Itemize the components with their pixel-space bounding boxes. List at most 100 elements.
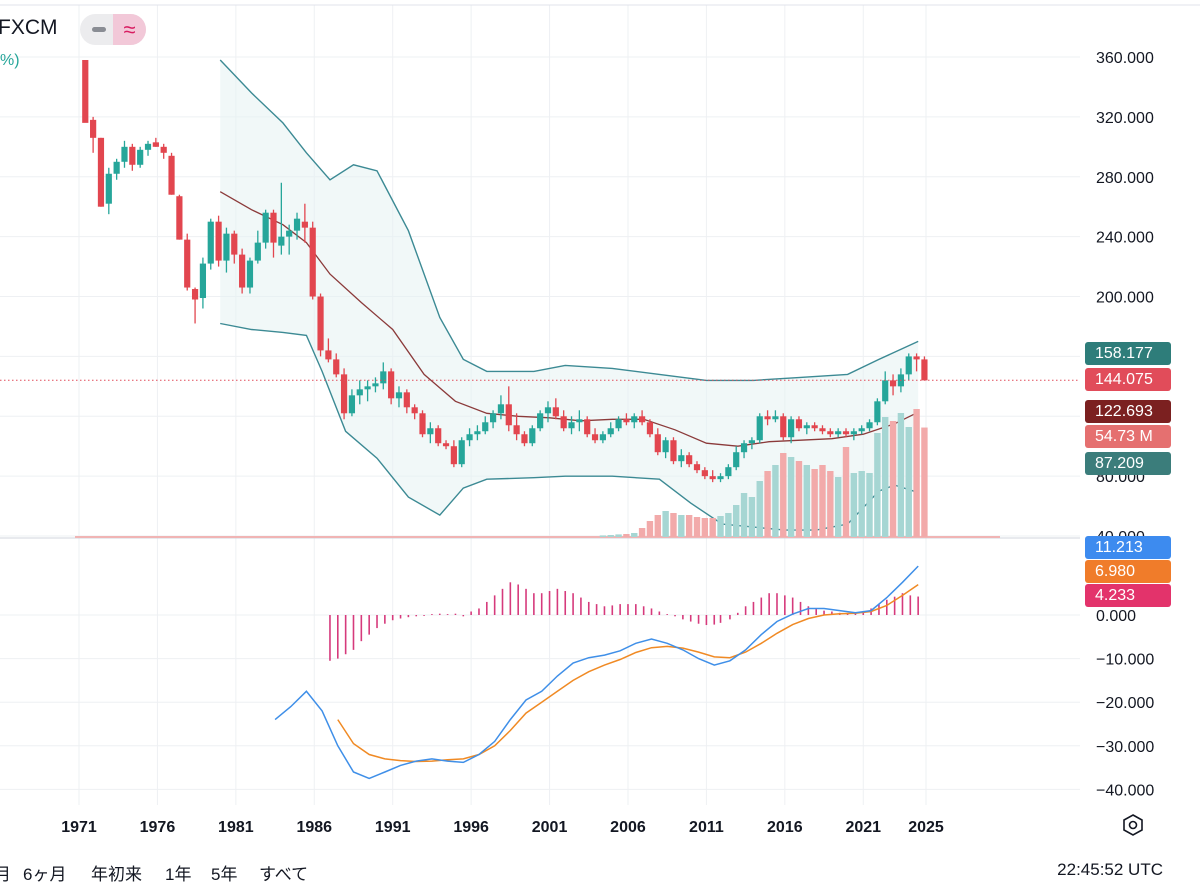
candle-body — [913, 356, 920, 360]
volume-bar — [780, 453, 787, 537]
candle-body — [270, 212, 277, 243]
volume-bar — [850, 473, 858, 537]
x-tick-label: 2011 — [689, 819, 724, 836]
indicator-label: %) — [0, 52, 20, 69]
volume-bar — [670, 513, 677, 537]
candle-body — [874, 401, 881, 423]
candle-body — [152, 142, 159, 147]
candle-body — [842, 431, 850, 435]
candle-body — [599, 434, 606, 441]
gear-icon[interactable] — [1122, 814, 1144, 836]
timeframe-1y[interactable]: 1年 — [165, 865, 192, 884]
volume-bar — [787, 457, 795, 537]
y-tick-label: 280.000 — [1096, 170, 1154, 187]
x-tick-label: 1981 — [218, 819, 254, 836]
candle-body — [231, 233, 238, 255]
candle-body — [137, 149, 144, 165]
volume-bar — [638, 528, 646, 537]
volume-bars — [75, 409, 1000, 538]
candle-body — [293, 218, 301, 231]
candle-body — [215, 221, 222, 261]
macd-line — [274, 565, 919, 780]
candle-body — [121, 146, 128, 162]
candle-body — [129, 146, 136, 165]
timeframe-month[interactable]: 月 — [0, 865, 11, 884]
candle-body — [450, 446, 457, 465]
x-tick-label: 1971 — [61, 819, 97, 836]
candle-body — [466, 434, 473, 441]
candle-body — [388, 371, 395, 399]
candle-body — [552, 407, 559, 417]
candle-body — [489, 413, 497, 423]
volume-bar — [615, 534, 622, 537]
volume-bar — [725, 513, 732, 537]
candle-body — [701, 470, 708, 477]
candle-body — [317, 296, 324, 351]
candle-body — [623, 419, 630, 423]
macd-y-tick-label: −10.000 — [1096, 652, 1154, 669]
candle-body — [866, 422, 873, 429]
candle-body — [395, 392, 403, 399]
candle-body — [638, 416, 646, 423]
x-tick-label: 1991 — [375, 819, 411, 836]
macd-pane — [274, 565, 919, 780]
x-tick-label: 1986 — [296, 819, 332, 836]
macd-signal-line — [337, 583, 919, 763]
utc-clock: 22:45:52 UTC — [1057, 860, 1163, 879]
volume-bar — [709, 518, 716, 537]
timeframe-6m[interactable]: 6ヶ月 — [23, 865, 67, 884]
candle-body — [497, 404, 505, 414]
candle-body — [90, 119, 97, 138]
volume-bar — [740, 493, 748, 537]
timeframe-5y[interactable]: 5年 — [211, 865, 238, 884]
bollinger-upper — [219, 59, 919, 382]
candle-body — [254, 242, 261, 261]
wave-icon[interactable]: ≈ — [113, 14, 146, 45]
candle-body — [199, 263, 207, 299]
candle-body — [474, 431, 481, 435]
candle-body — [835, 431, 842, 435]
candle-body — [505, 404, 512, 426]
candle-body — [772, 416, 779, 420]
candle-body — [576, 419, 583, 423]
candle-body — [725, 467, 732, 477]
timeframe-ytd[interactable]: 年初来 — [91, 865, 142, 884]
volume-bar — [654, 515, 661, 537]
volume-bar — [772, 465, 779, 537]
volume-bar — [623, 534, 630, 537]
candle-body — [858, 428, 865, 432]
bollinger-fill — [220, 60, 919, 531]
candle-body — [301, 221, 308, 228]
timeframe-all[interactable]: すべて — [259, 865, 309, 884]
chart-mode-toggle[interactable]: ≈ — [80, 14, 146, 45]
candle-body — [905, 356, 912, 375]
candle-body — [380, 371, 387, 384]
volume-bar — [921, 427, 928, 537]
candle-body — [803, 425, 810, 429]
candle-body — [756, 416, 763, 441]
candle-body — [654, 434, 661, 453]
candle-body — [419, 413, 426, 435]
x-tick-label: 1976 — [140, 819, 176, 836]
candle-body — [921, 359, 928, 381]
volume-bar — [795, 461, 803, 537]
volume-bar — [905, 427, 912, 537]
volume-bar — [882, 417, 889, 537]
volume-bar — [717, 516, 724, 537]
candle-body — [693, 464, 701, 471]
candle-body — [544, 407, 552, 414]
candle-body — [160, 146, 167, 153]
candle-body — [740, 443, 748, 453]
bollinger-bands — [219, 59, 919, 531]
y-tick-label: 200.000 — [1096, 290, 1154, 307]
candle-body — [333, 359, 340, 375]
candle-body — [662, 440, 669, 453]
price-badge: 122.693 — [1085, 400, 1171, 423]
volume-bar — [662, 511, 669, 537]
candle-body — [780, 416, 787, 438]
dash-icon[interactable] — [92, 27, 106, 32]
candle-body — [286, 230, 293, 237]
x-tick-label: 1996 — [453, 819, 489, 836]
y-tick-label: 240.000 — [1096, 230, 1154, 247]
